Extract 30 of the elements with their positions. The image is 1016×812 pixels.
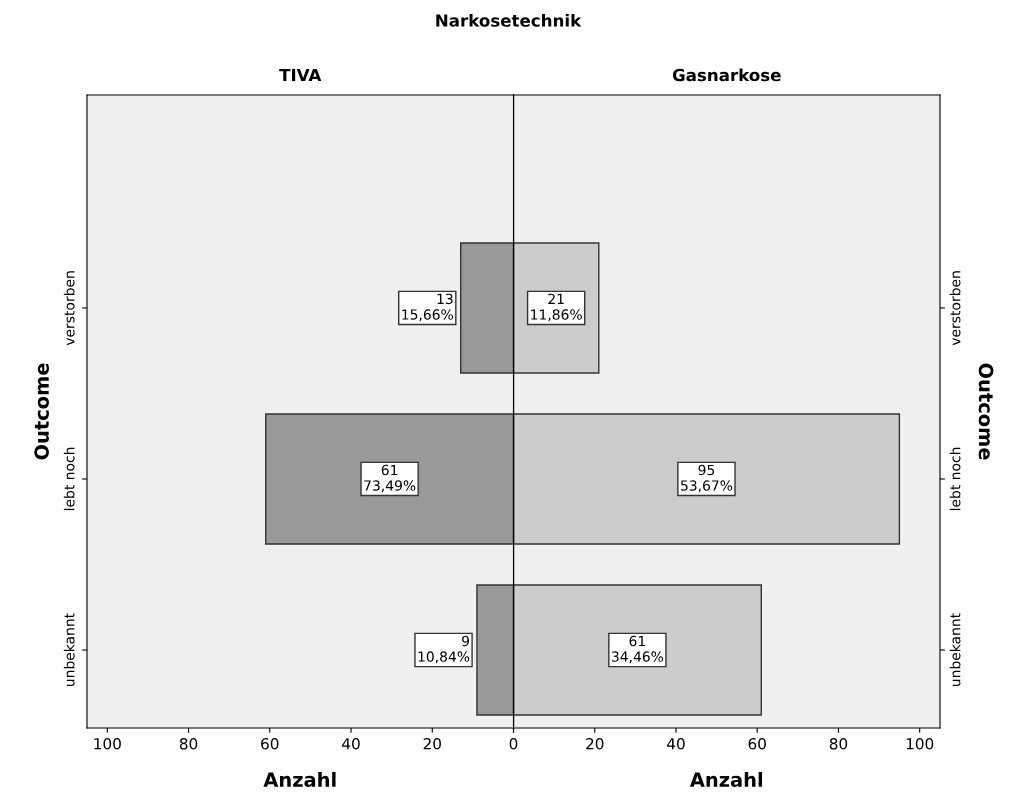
x-tick-label: 40: [667, 737, 685, 750]
data-label: 95 53,67%: [681, 464, 733, 493]
chart-subtitle: Gasnarkose: [672, 68, 781, 82]
x-tick-label: 60: [261, 737, 279, 750]
y-tick-label: verstorben: [949, 271, 961, 346]
x-tick-label: 80: [179, 737, 198, 750]
y-tick-label: unbekannt: [949, 613, 961, 686]
x-axis-title: Anzahl: [263, 771, 336, 787]
x-tick-label: 0: [509, 737, 518, 750]
data-label: 21 11,86%: [531, 293, 582, 322]
data-label: 9 10,84%: [418, 635, 470, 664]
x-tick-label: 100: [906, 737, 934, 750]
x-tick-label: 20: [423, 737, 441, 750]
y-axis-title: Outcome: [978, 363, 994, 460]
x-tick-label: 20: [586, 737, 604, 750]
y-tick-label: lebt noch: [949, 447, 961, 511]
chart-subtitle: TIVA: [279, 68, 322, 82]
data-label: 61 73,49%: [364, 464, 416, 493]
data-label: 13 15,66%: [402, 293, 453, 322]
y-tick-label: lebt noch: [63, 447, 75, 511]
chart-title: Narkosetechnik: [436, 13, 582, 27]
x-axis-title: Anzahl: [689, 771, 763, 787]
y-axis-title: Outcome: [34, 363, 49, 460]
x-tick-label: 80: [829, 737, 848, 750]
x-tick-label: 100: [94, 737, 121, 750]
data-label: 61 34,46%: [611, 635, 664, 664]
x-tick-label: 60: [748, 737, 766, 750]
y-tick-label: verstorben: [63, 271, 75, 346]
y-tick-label: unbekannt: [63, 613, 75, 686]
x-tick-label: 40: [342, 737, 360, 750]
